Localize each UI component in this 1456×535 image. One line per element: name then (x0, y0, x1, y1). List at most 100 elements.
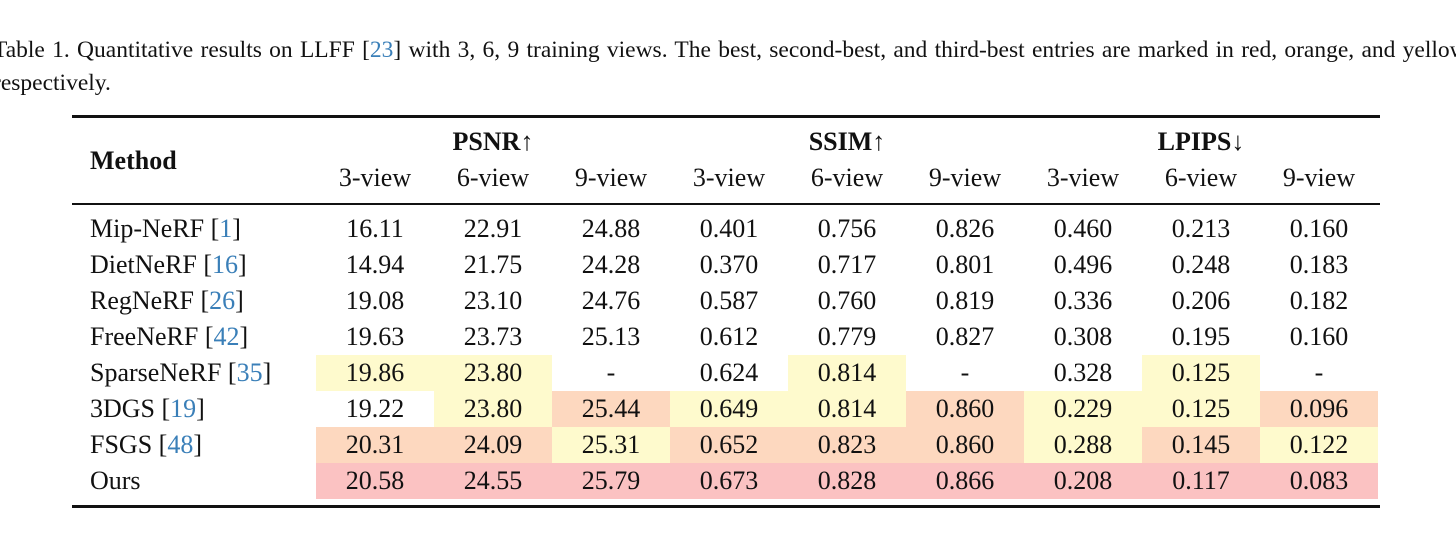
value-cell: 0.328 (1053, 358, 1113, 387)
sub-header: 3-view (1046, 163, 1120, 192)
cell-highlight (434, 463, 552, 499)
value-cell: 25.79 (581, 466, 641, 495)
reference: 1 (219, 214, 233, 243)
value-cell: 23.73 (463, 322, 523, 351)
reference: 16 (212, 250, 239, 279)
top-rule (72, 115, 1380, 118)
value-cell: 0.819 (935, 286, 995, 315)
cell-highlight (1024, 463, 1142, 499)
text: DietNeRF [ (90, 250, 213, 279)
text: Ours (90, 466, 141, 495)
mid-rule (72, 203, 1380, 205)
value-cell: 20.31 (345, 430, 405, 459)
value-cell: 24.09 (463, 430, 523, 459)
reference: 23 (369, 37, 394, 63)
value-cell: 0.652 (699, 430, 759, 459)
value-cell: 0.827 (935, 322, 995, 351)
value-cell: 0.195 (1171, 322, 1231, 351)
value-cell: 0.160 (1289, 214, 1349, 243)
value-cell: 0.673 (699, 466, 759, 495)
value-cell: 19.08 (345, 286, 405, 315)
value-cell: 0.814 (817, 394, 877, 423)
value-cell: 0.760 (817, 286, 877, 315)
value-cell: 0.160 (1289, 322, 1349, 351)
text: ] (193, 430, 202, 459)
value-cell: 0.826 (935, 214, 995, 243)
cell-highlight (670, 427, 788, 463)
text: Mip-NeRF [ (90, 214, 220, 243)
cell-highlight (788, 463, 906, 499)
sub-header: 6-view (810, 163, 884, 192)
sub-header: 6-view (1164, 163, 1238, 192)
value-cell: 21.75 (463, 250, 523, 279)
reference: 26 (209, 286, 236, 315)
value-cell: 0.248 (1171, 250, 1231, 279)
value-cell: 22.91 (463, 214, 523, 243)
text: 3DGS [ (90, 394, 171, 423)
value-cell: 0.801 (935, 250, 995, 279)
cell-highlight (1142, 391, 1260, 427)
method-name: RegNeRF [26] (90, 283, 244, 319)
method-name: Mip-NeRF [1] (90, 211, 241, 247)
cell-highlight (1024, 391, 1142, 427)
text: Table 1. Quantitative results on LLFF [ (0, 37, 370, 63)
value-cell: 0.612 (699, 322, 759, 351)
cell-highlight (670, 391, 788, 427)
method-name: FSGS [48] (90, 427, 202, 463)
value-cell: 0.125 (1171, 358, 1231, 387)
value-cell: 0.587 (699, 286, 759, 315)
value-cell: 0.117 (1172, 466, 1230, 495)
cell-highlight (552, 427, 670, 463)
reference: 42 (213, 322, 240, 351)
sub-header: 6-view (456, 163, 530, 192)
sub-header: 9-view (928, 163, 1002, 192)
reference: 35 (236, 358, 263, 387)
value-cell: 0.213 (1171, 214, 1231, 243)
value-cell: 0.717 (817, 250, 877, 279)
value-cell: 0.860 (935, 430, 995, 459)
value-cell: 0.308 (1053, 322, 1113, 351)
cell-highlight (434, 391, 552, 427)
value-cell: - (960, 358, 970, 387)
value-cell: 19.63 (345, 322, 405, 351)
value-cell: 0.860 (935, 394, 995, 423)
text: SparseNeRF [ (90, 358, 237, 387)
method-name: 3DGS [19] (90, 391, 205, 427)
value-cell: 0.828 (817, 466, 877, 495)
value-cell: 0.866 (935, 466, 995, 495)
cell-highlight (906, 427, 1024, 463)
value-cell: 25.31 (581, 430, 641, 459)
value-cell: 0.229 (1053, 394, 1113, 423)
group-header: LPIPS↓ (1157, 127, 1245, 156)
value-cell: 23.80 (463, 358, 523, 387)
cell-highlight (906, 463, 1024, 499)
cell-highlight (552, 463, 670, 499)
cell-highlight (670, 463, 788, 499)
cell-highlight (316, 463, 434, 499)
cell-highlight (1024, 427, 1142, 463)
text: ] (235, 286, 244, 315)
text: ] (196, 394, 205, 423)
value-cell: 0.823 (817, 430, 877, 459)
value-cell: 0.096 (1289, 394, 1349, 423)
text: ] (232, 214, 241, 243)
value-cell: 20.58 (345, 466, 405, 495)
method-name: FreeNeRF [42] (90, 319, 248, 355)
value-cell: 23.80 (463, 394, 523, 423)
value-cell: 0.206 (1171, 286, 1231, 315)
cell-highlight (788, 391, 906, 427)
sub-header: 9-view (574, 163, 648, 192)
value-cell: - (606, 358, 616, 387)
value-cell: - (1314, 358, 1324, 387)
value-cell: 0.145 (1171, 430, 1231, 459)
cell-highlight (1142, 355, 1260, 391)
cell-highlight (1260, 463, 1378, 499)
reference: 19 (170, 394, 197, 423)
value-cell: 0.182 (1289, 286, 1349, 315)
value-cell: 0.814 (817, 358, 877, 387)
cell-highlight (434, 427, 552, 463)
value-cell: 0.496 (1053, 250, 1113, 279)
group-header: PSNR↑ (452, 127, 534, 156)
